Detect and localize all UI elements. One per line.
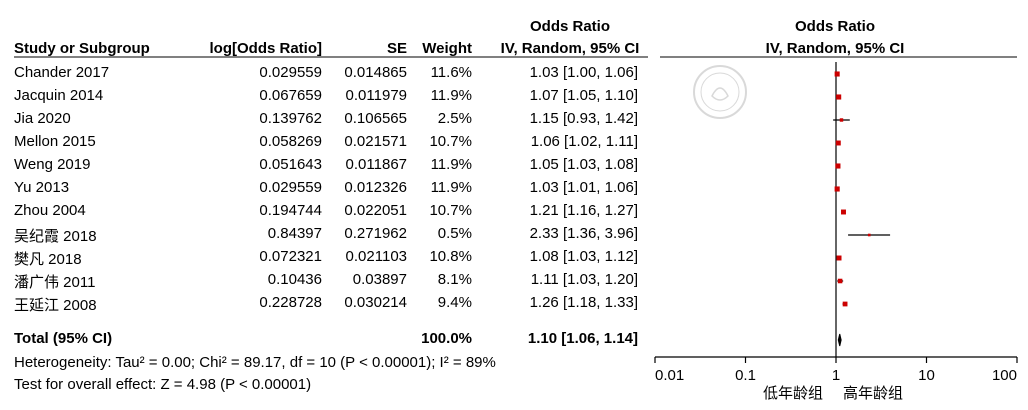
study-ci: 1.06 [1.02, 1.11] xyxy=(530,133,638,150)
study-ci: 1.21 [1.16, 1.27] xyxy=(529,202,638,219)
total-label: Total (95% CI) xyxy=(14,330,113,347)
study-marker xyxy=(836,255,842,261)
study-se: 0.014865 xyxy=(344,64,407,81)
study-name: 樊凡 2018 xyxy=(14,251,82,268)
study-weight: 10.7% xyxy=(429,133,472,150)
study-se: 0.022051 xyxy=(344,202,407,219)
study-log-or: 0.139762 xyxy=(259,110,322,127)
study-name: 吴纪霞 2018 xyxy=(14,228,97,245)
study-log-or: 0.029559 xyxy=(259,64,322,81)
x-tick-label: 0.01 xyxy=(655,367,684,384)
plot-header-top: Odds Ratio xyxy=(794,18,875,35)
axis-left-label: 低年龄组 xyxy=(763,384,824,402)
or-header-top: Odds Ratio xyxy=(529,18,610,35)
study-marker xyxy=(834,186,840,192)
study-weight: 11.6% xyxy=(430,64,472,81)
x-tick-label: 100 xyxy=(992,367,1017,384)
study-log-or: 0.194744 xyxy=(259,202,322,219)
study-ci: 1.05 [1.03, 1.08] xyxy=(529,156,638,173)
study-se: 0.021103 xyxy=(345,248,407,265)
study-log-or: 0.072321 xyxy=(259,248,322,265)
x-tick-label: 10 xyxy=(918,367,935,384)
x-tick-label: 1 xyxy=(832,367,840,384)
study-log-or: 0.10436 xyxy=(267,271,322,288)
study-weight: 10.8% xyxy=(429,248,472,265)
study-marker xyxy=(834,71,840,77)
study-name: Yu 2013 xyxy=(14,179,70,196)
study-marker xyxy=(842,301,848,307)
study-name: Jia 2020 xyxy=(14,110,71,127)
study-marker xyxy=(867,233,871,237)
study-se: 0.271962 xyxy=(344,225,407,242)
total-weight: 100.0% xyxy=(421,330,472,347)
study-se: 0.106565 xyxy=(344,110,407,127)
total-ci: 1.10 [1.06, 1.14] xyxy=(527,330,638,347)
study-se: 0.030214 xyxy=(344,294,407,311)
study-weight: 11.9% xyxy=(430,156,472,173)
study-ci: 1.11 [1.03, 1.20] xyxy=(530,271,638,288)
study-se: 0.011867 xyxy=(345,156,407,173)
study-log-or: 0.058269 xyxy=(259,133,322,150)
se-header: SE xyxy=(386,40,407,57)
log-or-header: log[Odds Ratio] xyxy=(209,40,323,57)
study-ci: 1.08 [1.03, 1.12] xyxy=(529,248,638,265)
study-log-or: 0.051643 xyxy=(259,156,322,173)
study-name: Mellon 2015 xyxy=(14,133,96,150)
x-tick-label: 0.1 xyxy=(735,367,756,384)
study-marker xyxy=(835,163,841,169)
study-marker xyxy=(836,94,842,100)
study-se: 0.021571 xyxy=(344,133,407,150)
study-log-or: 0.029559 xyxy=(259,179,322,196)
weight-header: Weight xyxy=(422,40,472,57)
study-marker xyxy=(835,140,841,146)
study-se: 0.012326 xyxy=(344,179,407,196)
study-name: Zhou 2004 xyxy=(14,202,86,219)
study-name: Chander 2017 xyxy=(14,64,110,81)
study-ci: 1.07 [1.05, 1.10] xyxy=(529,87,638,104)
study-weight: 11.9% xyxy=(430,179,472,196)
study-header: Study or Subgroup xyxy=(14,40,150,57)
or-header-method: IV, Random, 95% CI xyxy=(500,40,640,57)
study-se: 0.03897 xyxy=(352,271,407,288)
study-name: 王延江 2008 xyxy=(14,297,97,314)
study-name: 潘广伟 2011 xyxy=(14,274,96,291)
pooled-diamond xyxy=(837,333,842,347)
study-ci: 1.26 [1.18, 1.33] xyxy=(529,294,638,311)
study-ci: 1.15 [0.93, 1.42] xyxy=(529,110,638,127)
study-weight: 10.7% xyxy=(429,202,472,219)
study-marker xyxy=(837,278,843,284)
study-ci: 2.33 [1.36, 3.96] xyxy=(529,225,638,242)
seal-icon xyxy=(693,65,747,119)
overall-effect-text: Test for overall effect: Z = 4.98 (P < 0… xyxy=(14,376,312,393)
study-name: Jacquin 2014 xyxy=(14,87,104,104)
study-ci: 1.03 [1.00, 1.06] xyxy=(529,64,638,81)
study-log-or: 0.067659 xyxy=(259,87,322,104)
axis-right-label: 高年龄组 xyxy=(843,384,904,402)
study-weight: 0.5% xyxy=(437,225,472,242)
study-weight: 9.4% xyxy=(437,294,472,311)
study-ci: 1.03 [1.01, 1.06] xyxy=(529,179,638,196)
heterogeneity-text: Heterogeneity: Tau² = 0.00; Chi² = 89.17… xyxy=(14,354,496,371)
watermark-seal xyxy=(690,62,760,122)
study-marker xyxy=(839,118,844,122)
study-log-or: 0.84397 xyxy=(267,225,322,242)
study-se: 0.011979 xyxy=(345,87,407,104)
study-marker xyxy=(841,209,846,215)
study-weight: 2.5% xyxy=(437,110,472,127)
study-name: Weng 2019 xyxy=(14,156,91,173)
plot-header-method: IV, Random, 95% CI xyxy=(765,40,905,57)
study-weight: 11.9% xyxy=(430,87,472,104)
study-log-or: 0.228728 xyxy=(259,294,322,311)
study-weight: 8.1% xyxy=(437,271,472,288)
